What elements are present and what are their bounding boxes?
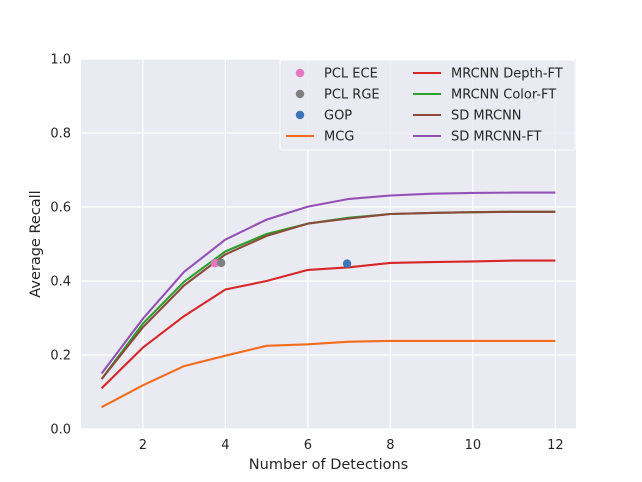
- legend-box: [279, 59, 576, 151]
- x-axis-ticks: 2 4 6 8 10 12: [139, 438, 564, 453]
- series-line: [100, 210, 556, 380]
- y-tick-label: 0.6: [50, 201, 71, 216]
- x-tick-label: 10: [465, 438, 482, 453]
- data-point: [217, 258, 226, 268]
- legend-marker: [295, 89, 305, 99]
- series-points: [210, 258, 352, 268]
- x-tick-label: 2: [139, 438, 147, 453]
- legend-label: PCL ECE: [324, 67, 378, 82]
- data-point: [342, 259, 352, 268]
- legend-label: SD MRCNN-FT: [451, 130, 541, 145]
- y-tick-label: 0.4: [50, 275, 71, 290]
- x-axis-label: Number of Detections: [249, 457, 408, 473]
- series-line: [100, 259, 556, 390]
- legend-label: MRCNN Depth-FT: [451, 67, 563, 82]
- legend-marker: [295, 110, 305, 120]
- y-axis-ticks: 0.0 0.2 0.4 0.6 0.8 1.0: [50, 53, 71, 438]
- series-lines: [100, 191, 556, 409]
- legend-label: SD MRCNN: [451, 109, 522, 124]
- legend-label: MCG: [324, 130, 354, 145]
- series-line: [100, 191, 556, 375]
- series-line: [101, 339, 556, 409]
- legend-marker: [295, 68, 305, 78]
- y-axis-label: Average Recall: [28, 190, 44, 297]
- y-tick-label: 0.0: [50, 423, 71, 438]
- x-tick-label: 6: [304, 438, 312, 453]
- y-tick-label: 1.0: [50, 53, 71, 68]
- legend: PCL ECE PCL RGE GOP MCG MRCNN Depth-FT MRCNN …: [279, 59, 576, 151]
- legend-label: GOP: [324, 109, 352, 124]
- x-tick-label: 12: [547, 438, 564, 453]
- y-tick-label: 0.2: [50, 349, 71, 364]
- data-point: [210, 259, 220, 268]
- x-tick-label: 8: [386, 438, 394, 453]
- legend-label: PCL RGE: [324, 88, 380, 103]
- x-tick-label: 4: [221, 438, 229, 453]
- y-tick-label: 0.8: [50, 127, 71, 142]
- legend-label: MRCNN Color-FT: [451, 88, 556, 103]
